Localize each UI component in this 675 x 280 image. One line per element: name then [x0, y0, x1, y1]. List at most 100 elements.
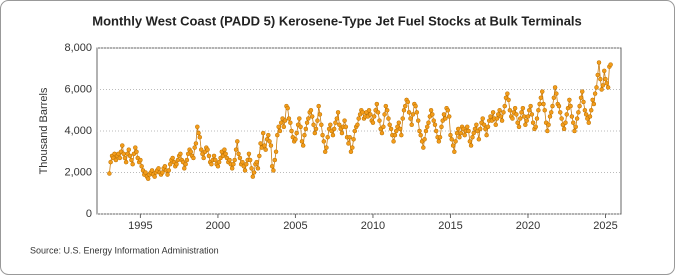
data-point — [476, 137, 482, 142]
data-point — [514, 112, 519, 117]
data-point — [145, 176, 151, 181]
data-point — [263, 147, 268, 152]
data-point — [322, 149, 328, 154]
data-point — [583, 112, 589, 117]
data-point — [312, 130, 318, 136]
data-point — [502, 103, 507, 109]
data-point — [339, 130, 345, 136]
data-point — [563, 120, 568, 125]
data-point — [209, 161, 214, 167]
data-point — [302, 132, 307, 138]
data-point — [422, 137, 427, 142]
data-point — [162, 164, 168, 169]
data-point — [275, 132, 280, 138]
data-point — [316, 103, 321, 109]
data-point — [559, 116, 564, 121]
x-tick-label: 2025 — [593, 220, 617, 232]
data-point — [160, 170, 165, 175]
data-point — [424, 124, 430, 130]
data-point — [485, 124, 491, 130]
x-tick-label: 1995 — [128, 220, 152, 232]
data-point — [526, 108, 532, 113]
data-point — [184, 157, 190, 163]
data-point — [437, 134, 443, 140]
data-point — [205, 147, 210, 152]
x-tick-label: 2010 — [361, 220, 385, 232]
data-point — [386, 116, 391, 121]
data-point — [506, 97, 511, 103]
data-point — [414, 110, 420, 115]
data-point — [297, 116, 302, 121]
data-point — [156, 166, 161, 171]
data-point — [285, 105, 290, 111]
data-point — [519, 110, 524, 115]
data-point — [538, 95, 544, 101]
data-point — [501, 110, 506, 115]
data-point — [247, 157, 253, 163]
data-point — [191, 155, 196, 161]
data-point — [605, 85, 611, 90]
data-point — [250, 174, 256, 179]
data-point — [152, 174, 157, 179]
data-point — [567, 97, 572, 103]
data-point — [167, 161, 173, 167]
data-point — [464, 124, 470, 130]
x-tick-label: 2005 — [283, 220, 307, 232]
data-point — [408, 116, 413, 121]
data-point — [454, 130, 460, 136]
data-point — [375, 110, 381, 115]
data-point — [406, 110, 412, 115]
data-point — [421, 145, 426, 150]
data-point — [166, 168, 172, 173]
data-point — [276, 124, 281, 130]
data-point — [330, 132, 336, 138]
data-point — [232, 157, 237, 163]
data-point — [108, 159, 113, 165]
data-point — [572, 128, 577, 134]
data-point — [309, 114, 315, 119]
data-point — [455, 126, 461, 132]
data-point — [117, 155, 123, 161]
data-point — [507, 108, 513, 113]
data-point — [311, 122, 316, 128]
data-point — [236, 151, 241, 157]
data-point — [324, 145, 329, 150]
data-point — [474, 122, 479, 128]
x-tick-label: 2020 — [516, 220, 540, 232]
data-point — [548, 110, 554, 115]
data-point — [550, 103, 555, 109]
data-point — [595, 72, 600, 78]
data-point — [449, 137, 454, 142]
data-point — [452, 149, 457, 154]
data-point — [346, 141, 351, 146]
data-point — [443, 116, 448, 121]
data-point — [246, 151, 252, 157]
data-point — [249, 166, 254, 171]
data-point — [281, 124, 287, 130]
data-point — [468, 143, 474, 148]
data-point — [337, 122, 342, 128]
data-point — [488, 114, 493, 119]
data-point — [298, 124, 303, 130]
data-point — [237, 155, 243, 161]
data-point — [197, 134, 203, 140]
data-point — [387, 122, 392, 128]
data-point — [321, 139, 327, 144]
data-point — [554, 91, 559, 96]
data-point — [481, 122, 487, 128]
data-point — [541, 101, 546, 107]
data-point — [320, 132, 325, 138]
data-point — [525, 114, 531, 119]
data-point — [334, 116, 340, 121]
data-point — [529, 112, 535, 117]
data-point — [374, 101, 380, 107]
data-point — [235, 139, 240, 144]
data-point — [561, 126, 567, 132]
data-point — [602, 68, 607, 74]
data-point — [576, 110, 581, 115]
data-point — [240, 159, 245, 165]
data-point — [471, 130, 476, 136]
data-point — [195, 124, 200, 130]
data-point — [433, 128, 439, 134]
source-note: Source: U.S. Energy Information Administ… — [30, 245, 219, 255]
